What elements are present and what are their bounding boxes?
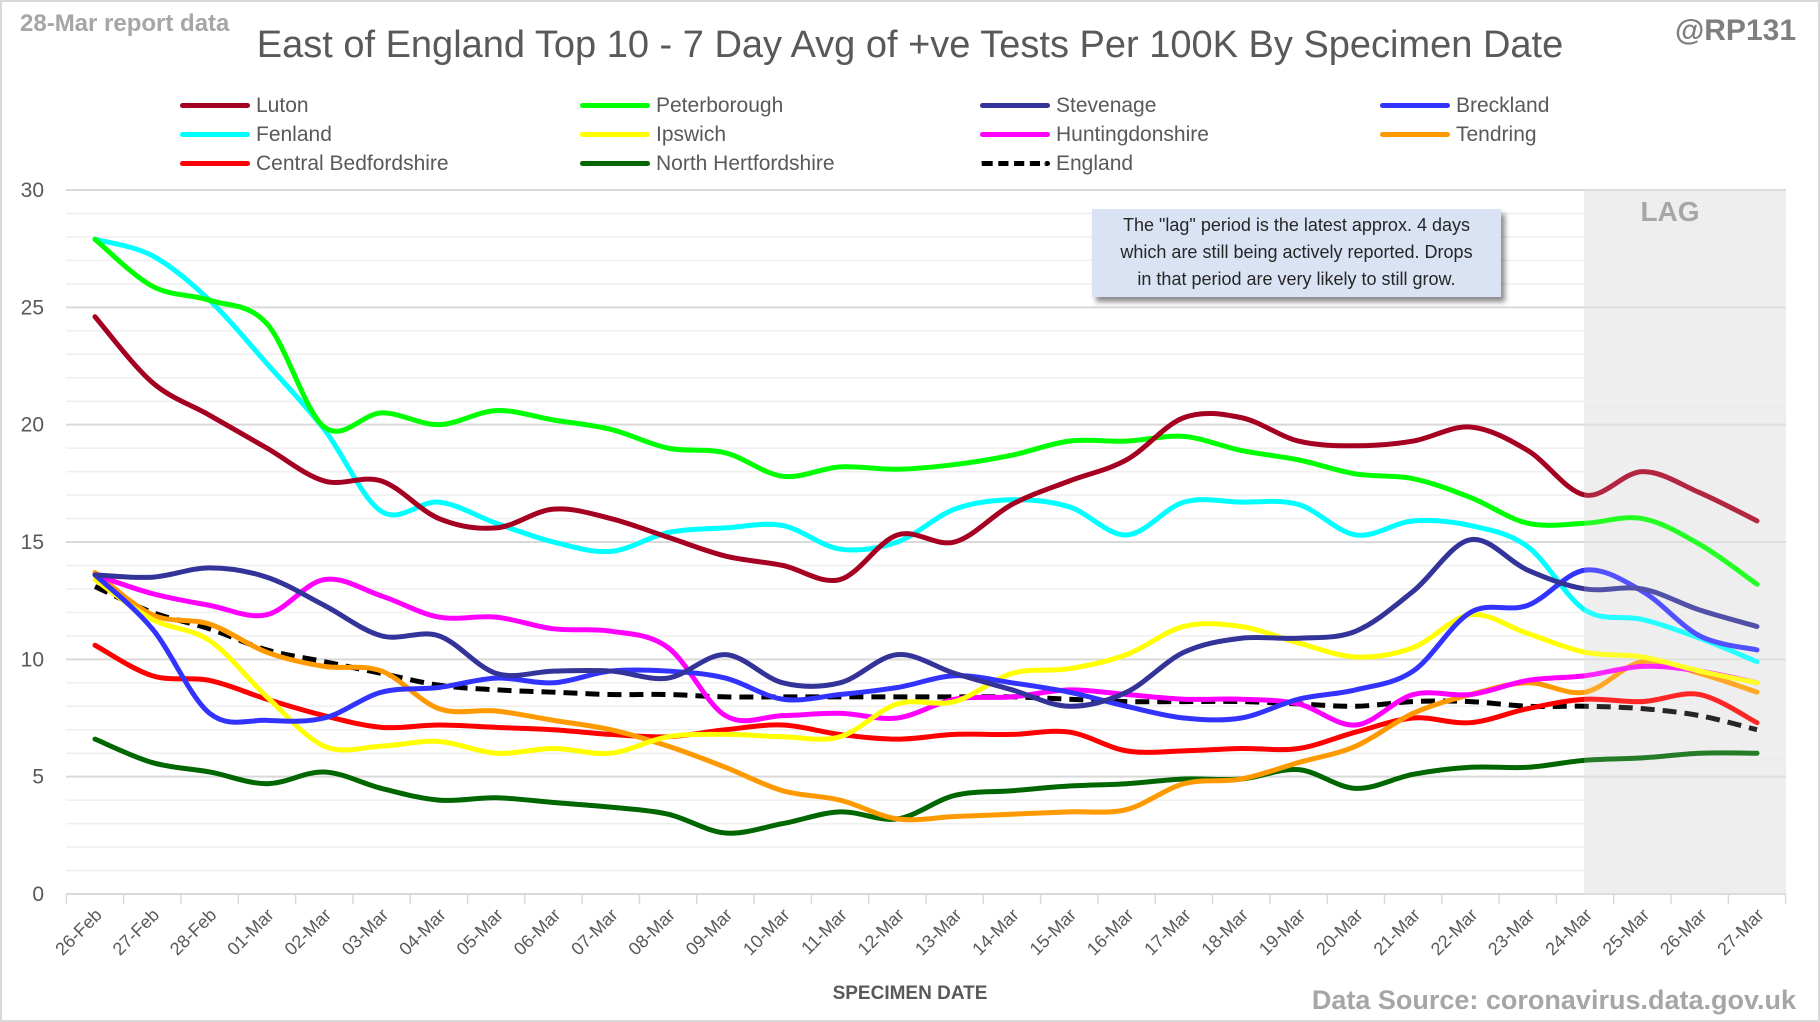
legend-item: North Hertfordshire — [580, 150, 980, 177]
x-tick-label: 27-Feb — [109, 905, 163, 959]
lag-note-line: which are still being actively reported.… — [1120, 242, 1473, 262]
legend-label: Stevenage — [1056, 93, 1157, 117]
lag-note-line: in that period are very likely to still … — [1137, 269, 1456, 289]
x-tick-label: 16-Mar — [1083, 905, 1137, 959]
x-tick-label: 03-Mar — [338, 905, 392, 959]
legend-label: Luton — [256, 93, 309, 117]
legend-label: Peterborough — [656, 93, 784, 117]
y-tick-label: 25 — [21, 296, 44, 319]
x-tick-label: 27-Mar — [1713, 905, 1767, 959]
x-tick-label: 17-Mar — [1140, 905, 1194, 959]
chart-title: East of England Top 10 - 7 Day Avg of +v… — [256, 24, 1564, 66]
data-source-label: Data Source: coronavirus.data.gov.uk — [1311, 985, 1796, 1015]
x-tick-label: 06-Mar — [510, 905, 564, 959]
series-line-breckland — [92, 567, 1760, 725]
legend-swatch — [1380, 132, 1450, 137]
legend-item: Ipswich — [580, 121, 980, 148]
x-tick-label: 26-Mar — [1656, 905, 1710, 959]
legend-swatch — [580, 161, 650, 166]
x-tick-label: 24-Mar — [1541, 905, 1595, 959]
y-tick-label: 30 — [21, 179, 44, 202]
author-handle: @RP131 — [1675, 14, 1796, 47]
x-tick-label: 20-Mar — [1312, 905, 1366, 959]
x-tick-label: 15-Mar — [1026, 905, 1080, 959]
x-tick-label: 14-Mar — [968, 905, 1022, 959]
legend-swatch — [580, 103, 650, 108]
legend-item: Fenland — [180, 121, 580, 148]
legend-item: England — [980, 150, 1380, 177]
x-tick-label: 25-Mar — [1599, 905, 1653, 959]
legend-label: Ipswich — [656, 122, 727, 146]
lag-note-line: The "lag" period is the latest approx. 4… — [1123, 215, 1470, 235]
y-tick-label: 15 — [21, 531, 44, 554]
legend-label: Fenland — [256, 122, 332, 146]
x-tick-label: 07-Mar — [567, 905, 621, 959]
legend-item: Peterborough — [580, 92, 980, 119]
legend-swatch — [180, 161, 250, 166]
legend-label: England — [1056, 151, 1134, 175]
x-tick-label: 26-Feb — [51, 905, 105, 959]
x-axis-title: SPECIMEN DATE — [832, 983, 988, 1004]
legend-label: Tendring — [1456, 122, 1537, 146]
x-tick-label: 01-Mar — [223, 905, 277, 959]
y-tick-label: 0 — [32, 883, 44, 906]
legend-swatch — [180, 132, 250, 137]
legend-item: Stevenage — [980, 92, 1380, 119]
lag-note-callout: The "lag" period is the latest approx. 4… — [1092, 209, 1501, 297]
x-tick-label: 08-Mar — [624, 905, 678, 959]
legend-item: Tendring — [1380, 121, 1600, 148]
lag-overlay — [1584, 190, 1786, 894]
x-tick-label: 12-Mar — [854, 905, 908, 959]
legend-swatch — [180, 103, 250, 108]
legend: Luton Peterborough Stevenage Breckland Fenla… — [180, 92, 1600, 177]
legend-swatch — [580, 132, 650, 137]
series-line-huntingdonshire — [92, 572, 1760, 728]
series-line-peterborough — [92, 236, 1760, 587]
legend-item: Breckland — [1380, 92, 1600, 119]
x-tick-label: 05-Mar — [453, 905, 507, 959]
report-date-label: 28-Mar report data — [20, 10, 230, 37]
legend-swatch — [980, 103, 1050, 108]
legend-item: Luton — [180, 92, 580, 119]
x-tick-label: 02-Mar — [281, 905, 335, 959]
x-tick-label: 22-Mar — [1427, 905, 1481, 959]
legend-item: Huntingdonshire — [980, 121, 1380, 148]
x-tick-label: 10-Mar — [739, 905, 793, 959]
series-line-fenland — [92, 236, 1760, 665]
series-line-north-hertfordshire — [92, 736, 1760, 836]
lag-region-label: LAG — [1640, 196, 1700, 227]
x-tick-label: 18-Mar — [1198, 905, 1252, 959]
x-tick-label: 09-Mar — [682, 905, 736, 959]
series-line-england — [93, 584, 1758, 733]
x-tick-label: 11-Mar — [797, 905, 851, 959]
legend-label: Huntingdonshire — [1056, 122, 1209, 146]
y-tick-label: 20 — [21, 414, 44, 437]
legend-label: Central Bedfordshire — [256, 151, 449, 175]
x-tick-label: 23-Mar — [1484, 905, 1538, 959]
x-tick-label: 28-Feb — [166, 905, 220, 959]
legend-swatch — [980, 132, 1050, 137]
x-tick-label: 04-Mar — [395, 905, 449, 959]
legend-swatch — [1380, 103, 1450, 108]
series-line-luton — [92, 314, 1760, 584]
legend-label: Breckland — [1456, 93, 1550, 117]
x-tick-label: 19-Mar — [1255, 905, 1309, 959]
y-tick-label: 10 — [21, 648, 44, 671]
x-tick-label: 21-Mar — [1370, 905, 1424, 959]
x-tick-label: 13-Mar — [911, 905, 965, 959]
legend-label: North Hertfordshire — [656, 151, 835, 175]
series-line-stevenage — [92, 537, 1760, 709]
series-line-central-bedfordshire — [92, 642, 1760, 755]
legend-item: Central Bedfordshire — [180, 150, 580, 177]
y-tick-label: 5 — [32, 766, 44, 789]
legend-swatch — [980, 161, 1050, 166]
